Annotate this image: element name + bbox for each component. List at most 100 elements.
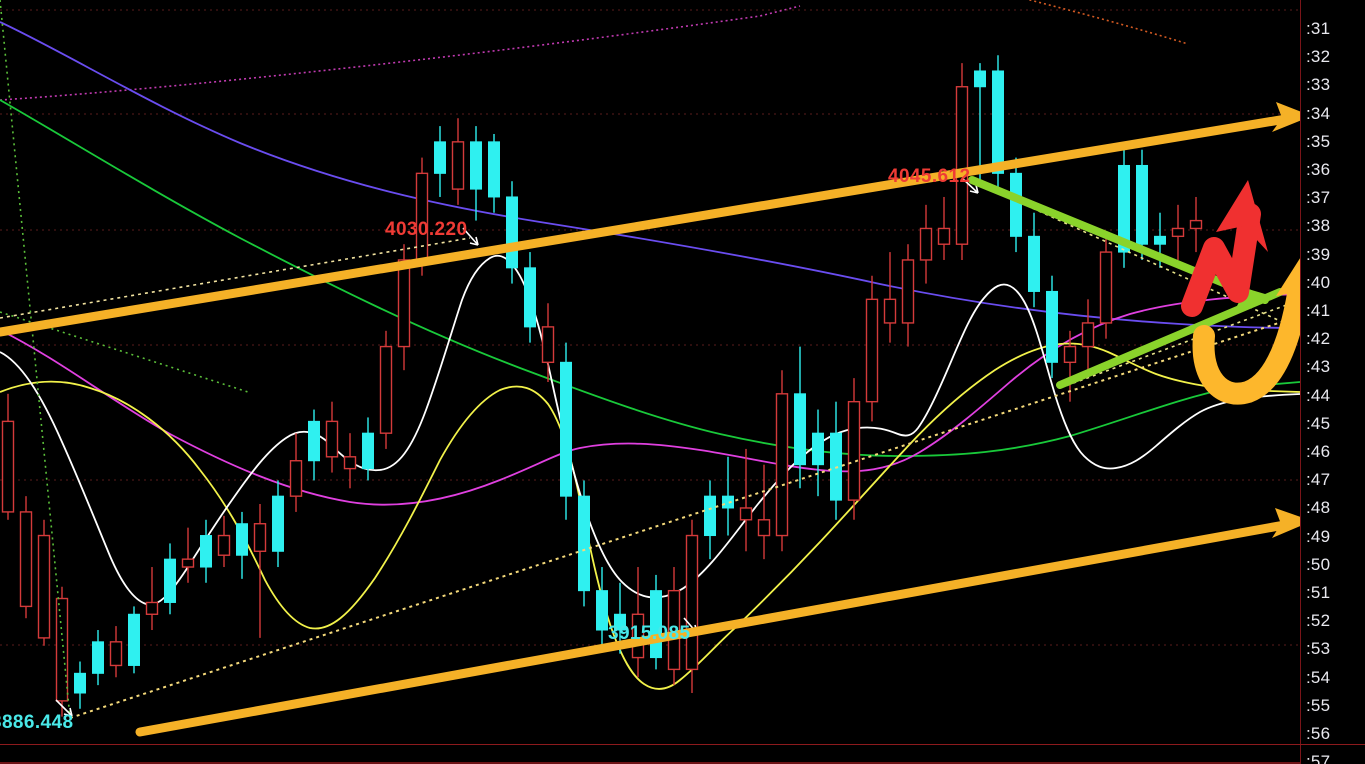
- candlestick: [92, 630, 104, 686]
- candlestick-series: [1, 55, 1203, 717]
- candlestick: [578, 480, 590, 607]
- candlestick: [524, 252, 536, 343]
- candlestick: [109, 626, 123, 678]
- candlestick: [541, 303, 555, 382]
- candlestick: [560, 342, 572, 520]
- candlestick: [775, 370, 789, 552]
- candlestick: [1028, 212, 1040, 308]
- axis-tick: :54: [1306, 667, 1331, 687]
- right-axis[interactable]: :31:32:33:34:35:36:37:38:39:40:41:42:43:…: [1300, 0, 1365, 764]
- candlestick: [1099, 236, 1113, 339]
- chart-plot-area[interactable]: 4030.220 4045.612 3915.085 3886.448: [0, 0, 1300, 764]
- candlestick: [145, 567, 159, 631]
- upper-channel-arrow: [0, 113, 1297, 337]
- candlestick: [974, 63, 986, 182]
- bottom-border-secondary: [0, 762, 1300, 764]
- candlestick: [1081, 299, 1095, 379]
- axis-tick: :38: [1306, 216, 1331, 236]
- axis-tick: :36: [1306, 160, 1331, 179]
- candlestick: [470, 126, 482, 221]
- wedge-upper-line: [968, 176, 1269, 304]
- candlestick: [1, 393, 15, 520]
- axis-tick: :44: [1306, 385, 1331, 405]
- candlestick: [1189, 196, 1203, 253]
- ma-white-short: [0, 254, 1300, 606]
- axis-tick: :50: [1306, 554, 1331, 574]
- axis-tick: :31: [1306, 19, 1331, 38]
- candlestick: [631, 567, 645, 678]
- pivot-pointer-recent: [961, 177, 979, 194]
- candlestick: [739, 448, 753, 552]
- pivot-pointer-high: [462, 227, 479, 246]
- candlestick: [217, 515, 231, 568]
- dotted-support-rising: [69, 315, 1300, 719]
- candlestick: [794, 346, 806, 489]
- gridlines: [0, 9, 1300, 646]
- dotted-green-falling: [0, 0, 71, 719]
- axis-tick: :48: [1306, 498, 1331, 518]
- major-low-label: 3886.448: [0, 712, 74, 733]
- reversal-u-arrowhead: [1276, 258, 1300, 296]
- candlestick: [128, 606, 140, 674]
- candlestick: [181, 527, 195, 583]
- axis-tick: :52: [1306, 611, 1331, 631]
- axis-tick: :32: [1306, 47, 1331, 67]
- ma-blue-long: [0, 21, 1300, 329]
- candlestick: [55, 586, 69, 717]
- candlestick: [865, 275, 879, 422]
- axis-tick: :43: [1306, 357, 1331, 377]
- candlestick: [757, 464, 771, 560]
- candlestick: [901, 244, 915, 347]
- pivot-pointer-high-head: [469, 236, 479, 246]
- candlestick: [434, 126, 446, 197]
- candlestick: [1010, 157, 1022, 253]
- ma-green-long: [0, 99, 1300, 457]
- candlestick: [1063, 330, 1077, 402]
- breakout-zigzag-arrowhead: [1216, 180, 1268, 252]
- candlestick: [883, 252, 897, 343]
- candlestick: [955, 63, 969, 260]
- swing-high-label: 4030.220: [385, 219, 468, 240]
- candlestick: [19, 496, 33, 619]
- breakout-zigzag-arrow: [1181, 180, 1268, 317]
- chart-canvas: [0, 0, 1300, 737]
- ma-orange-dotted: [1026, 0, 1189, 45]
- candlestick: [236, 511, 248, 579]
- candlestick: [1136, 149, 1148, 260]
- lower-channel-arrow: [135, 519, 1295, 737]
- candlestick: [272, 480, 284, 568]
- pivot-pointer-recent-head: [969, 184, 979, 194]
- candlestick: [919, 204, 933, 284]
- recent-high-label: 4045.612: [888, 166, 971, 187]
- candlestick: [847, 378, 861, 520]
- candlestick: [1046, 275, 1058, 379]
- candlestick: [379, 330, 393, 449]
- candlestick: [74, 661, 86, 709]
- axis-tick: :35: [1306, 131, 1331, 151]
- candlestick: [937, 196, 951, 260]
- candlestick: [1118, 141, 1130, 268]
- candlestick: [289, 433, 303, 512]
- lower-channel-arrowhead: [1272, 508, 1300, 538]
- bottom-border: [0, 744, 1365, 745]
- axis-tick: :47: [1306, 470, 1331, 490]
- axis-tick: :51: [1306, 583, 1331, 602]
- channel-arrows: [0, 102, 1300, 737]
- axis-tick: :56: [1306, 724, 1331, 743]
- ma-magenta-dotted: [0, 5, 801, 101]
- candlestick: [200, 519, 212, 583]
- swing-low-label: 3915.085: [608, 623, 691, 644]
- candlestick: [343, 433, 357, 489]
- candlestick: [1171, 204, 1185, 260]
- axis-tick: :42: [1306, 329, 1331, 349]
- candlestick: [812, 409, 824, 497]
- axis-tick: :57: [1306, 752, 1331, 764]
- axis-tick: :45: [1306, 413, 1331, 433]
- candlestick: [650, 574, 662, 670]
- ma-dotted-group: [0, 0, 1189, 101]
- candlestick: [704, 480, 716, 560]
- axis-tick: :49: [1306, 526, 1331, 546]
- candlestick: [451, 118, 465, 205]
- candlestick: [253, 504, 267, 638]
